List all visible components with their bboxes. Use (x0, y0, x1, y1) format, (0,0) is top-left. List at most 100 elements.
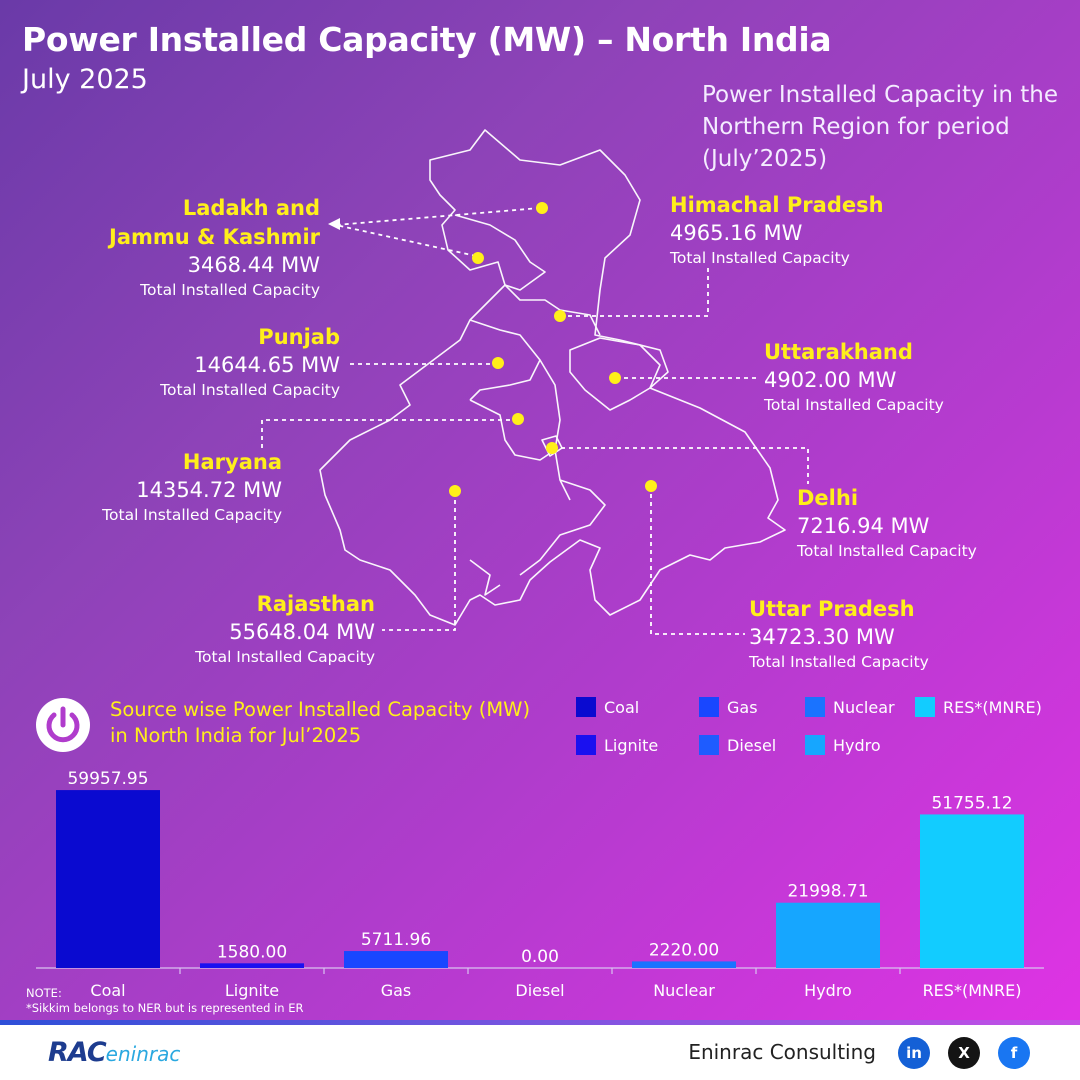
rajasthan-up-border (519, 479, 606, 576)
bar-value-label: 51755.12 (931, 793, 1012, 813)
state-label-haryana: Haryana 14354.72 MW Total Installed Capa… (102, 448, 282, 526)
page-subtitle: July 2025 (22, 64, 148, 95)
dot-delhi (546, 442, 558, 454)
haryana-rajasthan-border (469, 399, 556, 461)
state-label-rajasthan: Rajasthan 55648.04 MW Total Installed Ca… (195, 590, 375, 668)
state-caption: Total Installed Capacity (749, 653, 929, 671)
note-block: NOTE: *Sikkim belongs to NER but is repr… (26, 986, 303, 1016)
dot-punjab (492, 357, 504, 369)
state-name: Himachal Pradesh (670, 193, 884, 217)
state-caption: Total Installed Capacity (140, 281, 320, 299)
state-name: Ladakh and (182, 196, 320, 220)
state-value: 14644.65 MW (194, 353, 340, 377)
state-name: Rajasthan (256, 592, 375, 616)
state-name: Punjab (258, 325, 340, 349)
haryana-up-border (539, 359, 571, 501)
footer-accent-line (0, 1020, 1080, 1025)
logo-main: RAC (48, 1037, 107, 1068)
state-value: 34723.30 MW (749, 625, 895, 649)
state-name: Jammu & Kashmir (109, 225, 320, 249)
linkedin-icon[interactable]: in (898, 1037, 930, 1069)
category-label: Nuclear (653, 981, 715, 1000)
hp-punjab-border (504, 284, 601, 336)
dot-uk (609, 372, 621, 384)
leader-rajasthan (382, 492, 456, 631)
brand-name: Eninrac Consulting (688, 1040, 876, 1064)
source-title-line1: Source wise Power Installed Capacity (MW… (110, 698, 531, 721)
state-caption: Total Installed Capacity (764, 396, 944, 414)
note-label: NOTE: (26, 986, 62, 1000)
dot-rajasthan (449, 485, 461, 497)
bar-lignite (200, 963, 304, 968)
legend-label: Hydro (833, 735, 881, 755)
legend-swatch (699, 697, 719, 717)
legend-label: RES*(MNRE) (943, 697, 1042, 717)
state-caption: Total Installed Capacity (797, 542, 977, 560)
source-title-line2: in North India for Jul’2025 (110, 724, 362, 747)
legend-item-coal: Coal (576, 697, 639, 717)
state-caption: Total Installed Capacity (160, 381, 340, 399)
state-caption: Total Installed Capacity (670, 249, 850, 267)
state-label-punjab: Punjab 14644.65 MW Total Installed Capac… (160, 323, 340, 401)
legend-item-diesel: Diesel (699, 735, 776, 755)
bar-value-label: 5711.96 (361, 930, 431, 950)
source-section-title: Source wise Power Installed Capacity (MW… (110, 697, 550, 749)
legend-label: Lignite (604, 735, 659, 755)
state-label-hp: Himachal Pradesh 4965.16 MW Total Instal… (670, 191, 884, 269)
category-label: Diesel (515, 981, 564, 1000)
state-value: 7216.94 MW (797, 514, 930, 538)
dot-jk-ladakh (536, 202, 548, 214)
category-label: Lignite (225, 981, 279, 1000)
power-icon (36, 698, 90, 752)
legend-item-hydro: Hydro (805, 735, 881, 755)
state-label-uttarakhand: Uttarakhand 4902.00 MW Total Installed C… (764, 338, 944, 416)
legend-label: Nuclear (833, 697, 895, 717)
bar-value-label: 59957.95 (67, 769, 148, 789)
state-name: Uttarakhand (764, 340, 913, 364)
legend-swatch (805, 697, 825, 717)
state-name: Haryana (182, 450, 282, 474)
dot-haryana (512, 413, 524, 425)
bar-res-mnre (920, 814, 1024, 968)
facebook-icon[interactable]: f (998, 1037, 1030, 1069)
bar-value-label: 2220.00 (649, 940, 719, 960)
state-label-jk: Ladakh and Jammu & Kashmir 3468.44 MW To… (109, 194, 320, 301)
company-logo: RACeninrac (48, 1037, 180, 1068)
north-india-map (382, 202, 745, 635)
leader-up (650, 486, 745, 635)
x-icon[interactable]: X (948, 1037, 980, 1069)
note-text: *Sikkim belongs to NER but is represente… (26, 1001, 304, 1015)
state-label-uttar-pradesh: Uttar Pradesh 34723.30 MW Total Installe… (749, 595, 929, 673)
bar-value-label: 1580.00 (217, 942, 287, 962)
dot-hp (554, 310, 566, 322)
period-note: Power Installed Capacity in the Northern… (702, 82, 1058, 172)
legend-item-gas: Gas (699, 697, 758, 717)
bar-nuclear (632, 961, 736, 968)
legend-swatch (699, 735, 719, 755)
state-value: 4902.00 MW (764, 368, 897, 392)
uttarakhand-border (569, 337, 661, 411)
state-caption: Total Installed Capacity (195, 648, 375, 666)
state-label-delhi: Delhi 7216.94 MW Total Installed Capacit… (797, 484, 977, 562)
bar-value-label: 21998.71 (787, 882, 868, 902)
legend-swatch (805, 735, 825, 755)
legend-item-lignite: Lignite (576, 735, 658, 755)
legend-swatch (915, 697, 935, 717)
bar-gas (344, 951, 448, 968)
page-title: Power Installed Capacity (MW) – North In… (22, 20, 832, 59)
dot-jk (472, 252, 484, 264)
logo-sub: eninrac (105, 1042, 181, 1066)
legend-label: Diesel (727, 735, 777, 755)
jk-hp-border (454, 214, 546, 291)
legend-label: Gas (727, 697, 758, 717)
state-name: Delhi (797, 486, 859, 510)
legend-swatch (576, 697, 596, 717)
source-bar-chart: 59957.95 Coal 1580.00 Lignite 5711.96 Gas 0.00… (36, 769, 1044, 1000)
leader-hp (560, 268, 709, 317)
category-label: Coal (90, 981, 125, 1000)
state-value: 14354.72 MW (136, 478, 282, 502)
rajasthan-inner-line (469, 559, 501, 596)
bar-value-label: 0.00 (521, 947, 559, 967)
state-name: Uttar Pradesh (749, 597, 915, 621)
dot-up (645, 480, 657, 492)
